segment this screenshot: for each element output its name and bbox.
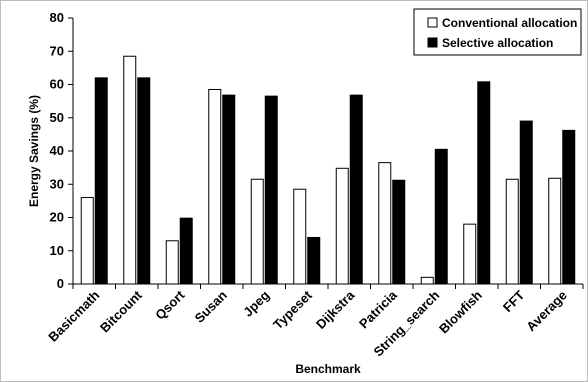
x-tick-label: Jpeg (240, 287, 272, 319)
bar-selective (264, 95, 278, 285)
bar-selective (179, 217, 193, 285)
bar-conventional (420, 276, 434, 285)
y-tick-label: 20 (50, 210, 64, 225)
y-axis-title: Energy Savings (%) (27, 95, 41, 207)
x-tick-label: Average (523, 288, 570, 335)
bar-conventional (250, 178, 264, 285)
legend-box (413, 8, 582, 56)
y-tick-label: 50 (50, 110, 64, 125)
x-axis-title: Benchmark (295, 362, 361, 376)
bar-selective (519, 120, 533, 285)
bar-conventional (293, 188, 307, 285)
y-tick-label: 60 (50, 77, 64, 92)
bar-selective (392, 179, 406, 285)
x-tick-label: Qsort (152, 287, 188, 323)
bar-conventional (463, 223, 477, 285)
x-tick-label: FFT (500, 287, 527, 314)
y-tick-label: 10 (50, 243, 64, 258)
legend-label-selective: Selective allocation (442, 36, 553, 50)
y-tick-label: 40 (50, 143, 64, 158)
x-tick-label: Typeset (270, 287, 315, 332)
bar-selective (222, 94, 236, 285)
legend-swatch-conventional (427, 17, 438, 28)
bar-conventional (208, 88, 222, 285)
bar-conventional (123, 55, 137, 285)
y-tick-label: 80 (50, 10, 64, 25)
y-tick-label: 0 (57, 276, 64, 291)
y-axis: 0 10 20 30 40 50 60 70 80 (50, 10, 74, 291)
legend-label-conventional: Conventional allocation (442, 16, 577, 30)
x-tick-label: Basicmath (45, 287, 102, 344)
legend-swatch-selective (427, 37, 438, 48)
x-tick-label: Blowfish (436, 287, 485, 336)
bar-selective (307, 236, 321, 285)
y-tick-label: 70 (50, 43, 64, 58)
bar-conventional (378, 162, 392, 285)
bar-conventional (505, 178, 519, 285)
bar-conventional (548, 177, 562, 285)
bar-selective (562, 129, 576, 285)
bar-selective (137, 77, 151, 285)
bar-selective (477, 81, 491, 285)
legend: Conventional allocation Selective alloca… (413, 8, 582, 56)
x-tick-label: Bitcount (97, 287, 145, 335)
bar-conventional (335, 167, 349, 285)
bar-selective (434, 148, 448, 285)
bar-conventional (80, 197, 94, 285)
bar-selective (349, 94, 363, 285)
y-tick-label: 30 (50, 176, 64, 191)
x-tick-label: Susan (192, 287, 230, 325)
bar-selective (94, 77, 108, 285)
x-tick-label: Dijkstra (313, 287, 358, 332)
bar-conventional (165, 240, 179, 285)
bars (80, 55, 576, 285)
